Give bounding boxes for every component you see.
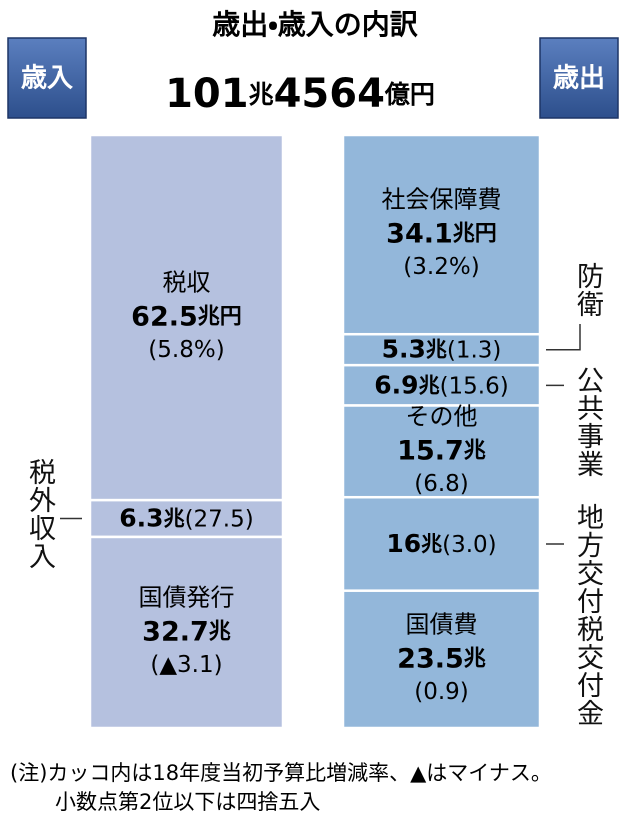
segment-name: 防衛 [572, 262, 603, 318]
value-label: 16兆 [386, 529, 442, 558]
change-label: (27.5) [185, 506, 254, 532]
segment-name: 国債費 [406, 610, 478, 638]
segment [88, 535, 285, 730]
value-label: 6.9兆 [374, 370, 439, 399]
segment-name: 国債発行 [139, 583, 235, 611]
note: 小数点第2位以下は四捨五入 [55, 790, 320, 814]
change-label: (5.8%) [148, 337, 224, 363]
segment-name: 社会保障費 [382, 186, 502, 214]
value-label: 15.7兆 [397, 435, 486, 466]
value-label: 16兆(3.0) [386, 529, 496, 558]
segment [341, 363, 542, 407]
value-label: 32.7兆 [142, 616, 231, 647]
note: (注)カッコ内は18年度当初予算比増減率、▲はマイナス。 [10, 761, 552, 785]
badge-label: 歳入 [21, 64, 73, 94]
value-label: 5.3兆(1.3) [382, 335, 502, 364]
total-label: 101兆4564億円 [165, 71, 435, 117]
value-label: 6.9兆(15.6) [374, 370, 508, 399]
value-label: 6.3兆 [119, 504, 184, 533]
segment-name: 税外収入 [24, 458, 55, 570]
change-label: (6.8) [414, 471, 469, 497]
segment [341, 589, 542, 730]
segment [88, 133, 285, 502]
badge-label: 歳出 [553, 64, 605, 94]
change-label: (15.6) [440, 373, 509, 399]
change-label: (1.3) [447, 337, 502, 363]
segment [341, 133, 542, 336]
segment-name: 税収 [163, 269, 211, 297]
badge [7, 37, 87, 119]
chart-title: 歳出・歳入の内訳 [212, 8, 418, 41]
change-label: (0.9) [414, 679, 469, 705]
change-label: (▲3.1) [150, 652, 222, 678]
segment [341, 332, 542, 367]
value-label: 62.5兆円 [131, 301, 242, 332]
badge [539, 37, 619, 119]
segment-name: その他 [406, 402, 478, 430]
segment-name: 公共事業 [572, 366, 603, 478]
connector [546, 324, 581, 351]
value-label: 5.3兆 [382, 335, 447, 364]
change-label: (3.0) [442, 531, 497, 557]
value-label: 23.5兆 [397, 643, 486, 674]
value-label: 34.1兆円 [386, 218, 497, 249]
change-label: (3.2%) [403, 254, 479, 280]
segment-name: 地方交付税交付金 [572, 503, 603, 727]
value-label: 6.3兆(27.5) [119, 504, 253, 533]
